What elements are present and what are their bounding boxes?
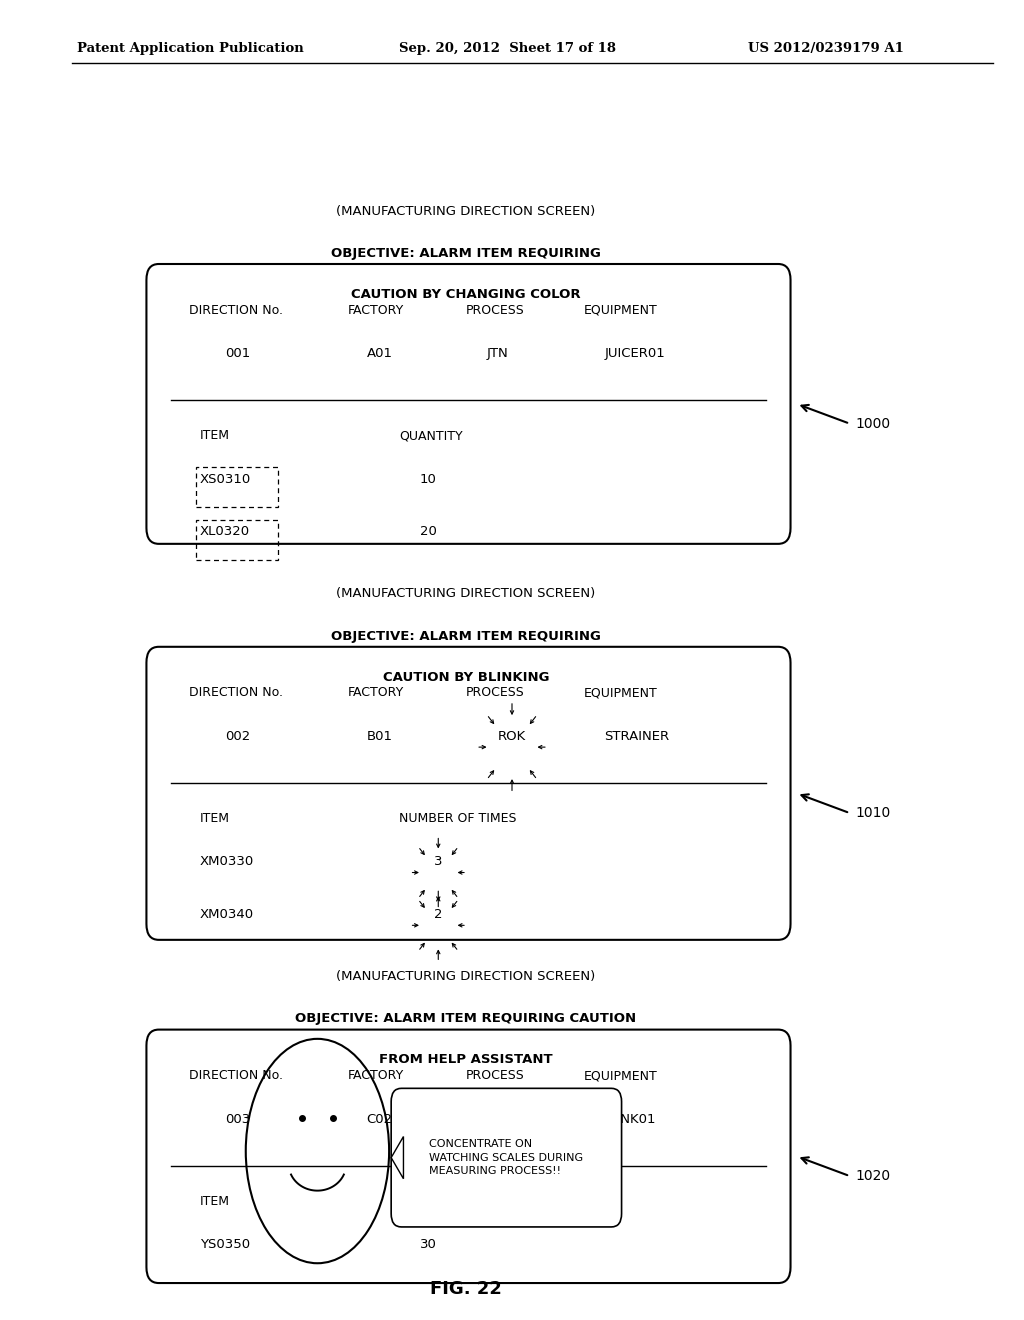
Text: JUICER01: JUICER01 xyxy=(604,347,665,360)
Text: TANK01: TANK01 xyxy=(604,1113,655,1126)
Text: DIRECTION No.: DIRECTION No. xyxy=(189,1069,284,1082)
Text: (MANUFACTURING DIRECTION SCREEN): (MANUFACTURING DIRECTION SCREEN) xyxy=(336,587,596,601)
Text: Patent Application Publication: Patent Application Publication xyxy=(77,42,303,55)
Text: (MANUFACTURING DIRECTION SCREEN): (MANUFACTURING DIRECTION SCREEN) xyxy=(336,205,596,218)
Text: KRY: KRY xyxy=(486,1113,511,1126)
Text: 10: 10 xyxy=(420,473,436,486)
Text: (MANUFACTURING DIRECTION SCREEN): (MANUFACTURING DIRECTION SCREEN) xyxy=(336,970,596,983)
Text: XM0330: XM0330 xyxy=(200,855,254,869)
Text: OBJECTIVE: ALARM ITEM REQUIRING: OBJECTIVE: ALARM ITEM REQUIRING xyxy=(331,630,601,643)
Text: ITEM: ITEM xyxy=(200,1195,229,1208)
Text: EQUIPMENT: EQUIPMENT xyxy=(584,686,657,700)
Text: FIG. 22: FIG. 22 xyxy=(430,1280,502,1299)
Text: ITEM: ITEM xyxy=(200,429,229,442)
Text: XS0310: XS0310 xyxy=(200,473,251,486)
Text: Sep. 20, 2012  Sheet 17 of 18: Sep. 20, 2012 Sheet 17 of 18 xyxy=(399,42,616,55)
Text: CAUTION BY CHANGING COLOR: CAUTION BY CHANGING COLOR xyxy=(351,288,581,301)
FancyBboxPatch shape xyxy=(146,264,791,544)
Text: JTN: JTN xyxy=(486,347,508,360)
Text: QUANTITY: QUANTITY xyxy=(399,429,463,442)
Text: 1010: 1010 xyxy=(855,807,890,820)
Text: C02: C02 xyxy=(367,1113,393,1126)
Text: STRAINER: STRAINER xyxy=(604,730,670,743)
Text: FACTORY: FACTORY xyxy=(348,1069,404,1082)
Text: EQUIPMENT: EQUIPMENT xyxy=(584,1069,657,1082)
Text: XL0320: XL0320 xyxy=(200,525,250,539)
Text: 002: 002 xyxy=(225,730,251,743)
Text: CONCENTRATE ON
WATCHING SCALES DURING
MEASURING PROCESS!!: CONCENTRATE ON WATCHING SCALES DURING ME… xyxy=(429,1139,584,1176)
Text: NUMBER OF TIMES: NUMBER OF TIMES xyxy=(399,812,517,825)
Text: ITEM: ITEM xyxy=(200,812,229,825)
Text: CAUTION BY BLINKING: CAUTION BY BLINKING xyxy=(383,671,549,684)
Text: 3: 3 xyxy=(434,855,442,869)
Text: B01: B01 xyxy=(367,730,392,743)
Text: 1020: 1020 xyxy=(855,1170,890,1183)
Text: FROM HELP ASSISTANT: FROM HELP ASSISTANT xyxy=(379,1053,553,1067)
Text: 001: 001 xyxy=(225,347,251,360)
Text: EQUIPMENT: EQUIPMENT xyxy=(584,304,657,317)
Polygon shape xyxy=(391,1137,403,1179)
Text: 003: 003 xyxy=(225,1113,251,1126)
Text: OBJECTIVE: ALARM ITEM REQUIRING: OBJECTIVE: ALARM ITEM REQUIRING xyxy=(331,247,601,260)
Text: 30: 30 xyxy=(420,1238,436,1251)
Text: XM0340: XM0340 xyxy=(200,908,254,921)
Text: US 2012/0239179 A1: US 2012/0239179 A1 xyxy=(748,42,903,55)
FancyBboxPatch shape xyxy=(391,1088,622,1228)
Text: PROCESS: PROCESS xyxy=(466,304,524,317)
FancyBboxPatch shape xyxy=(146,1030,791,1283)
Text: ROK: ROK xyxy=(498,730,526,743)
Text: QUANTITY: QUANTITY xyxy=(399,1195,463,1208)
Text: PROCESS: PROCESS xyxy=(466,1069,524,1082)
Text: OBJECTIVE: ALARM ITEM REQUIRING CAUTION: OBJECTIVE: ALARM ITEM REQUIRING CAUTION xyxy=(295,1012,637,1026)
Text: 1000: 1000 xyxy=(855,417,890,430)
Text: DIRECTION No.: DIRECTION No. xyxy=(189,304,284,317)
Text: FACTORY: FACTORY xyxy=(348,304,404,317)
Text: PROCESS: PROCESS xyxy=(466,686,524,700)
Text: 2: 2 xyxy=(434,908,442,921)
Text: YS0350: YS0350 xyxy=(200,1238,250,1251)
FancyBboxPatch shape xyxy=(146,647,791,940)
Text: A01: A01 xyxy=(367,347,392,360)
Text: 20: 20 xyxy=(420,525,436,539)
Text: FACTORY: FACTORY xyxy=(348,686,404,700)
Text: DIRECTION No.: DIRECTION No. xyxy=(189,686,284,700)
